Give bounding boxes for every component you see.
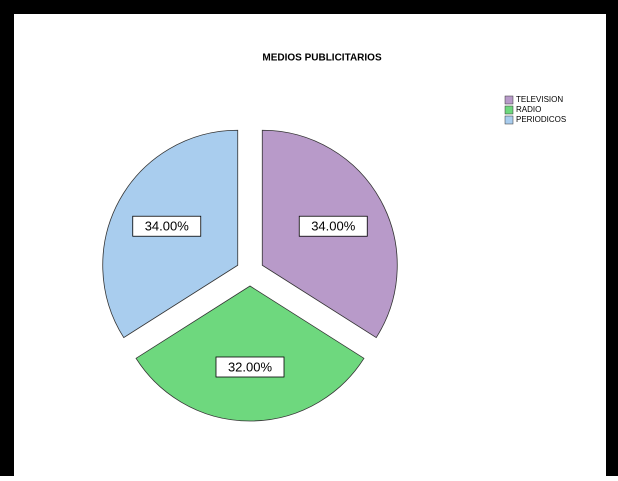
label-box	[298, 215, 368, 237]
legend-swatch	[504, 115, 514, 125]
label-box	[215, 356, 285, 378]
label-box	[132, 215, 202, 237]
data-label: 34.00%	[311, 219, 356, 234]
legend-swatch	[504, 95, 514, 105]
chart-title: MEDIOS PUBLICITARIOS	[262, 53, 382, 64]
data-label: 34.00%	[145, 219, 190, 234]
legend-label: PERIODICOS	[516, 115, 566, 124]
legend-label: TELEVISION	[516, 95, 563, 104]
legend-label: RADIO	[516, 105, 541, 114]
pie-slice	[135, 285, 365, 422]
data-label: 32.00%	[228, 359, 273, 374]
legend-swatch	[504, 105, 514, 115]
